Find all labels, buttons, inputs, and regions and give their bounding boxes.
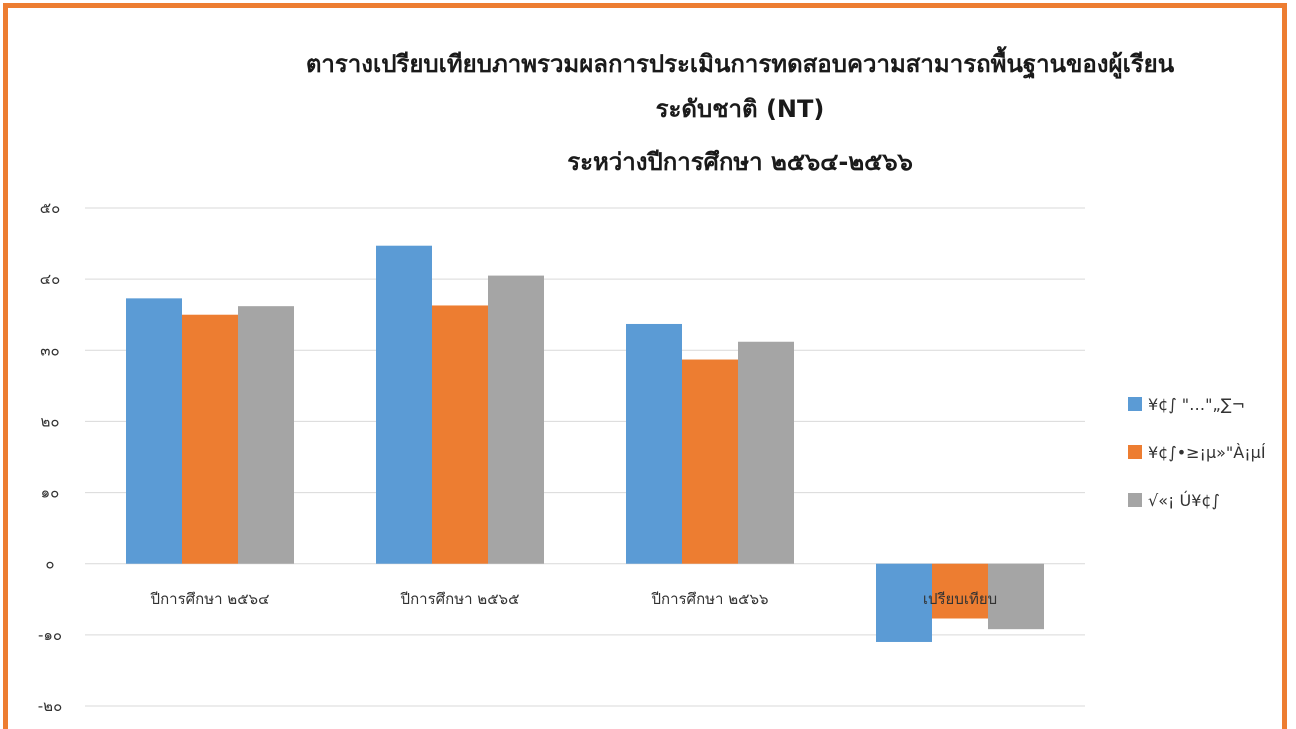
y-tick-label: ๐ bbox=[45, 555, 54, 573]
legend-label: √«¡ Ú¥¢∫ bbox=[1148, 491, 1220, 510]
bar bbox=[932, 563, 988, 619]
legend-swatch bbox=[1128, 397, 1142, 411]
y-tick-label: -๒๐ bbox=[38, 697, 62, 715]
x-category-label: ปีการศึกษา ๒๕๖๖ bbox=[651, 590, 769, 608]
y-tick-label: ๑๐ bbox=[41, 484, 60, 502]
legend-swatch bbox=[1128, 493, 1142, 507]
legend-swatch bbox=[1128, 445, 1142, 459]
legend-label: ¥¢∫•≥¡µ»"À¡µÍ bbox=[1148, 443, 1266, 462]
bar bbox=[432, 305, 488, 564]
y-tick-label: ๕๐ bbox=[40, 199, 61, 217]
bar bbox=[376, 245, 432, 564]
y-tick-label: -๑๐ bbox=[38, 626, 62, 644]
bar bbox=[488, 275, 544, 564]
bar bbox=[126, 298, 182, 564]
chart-title-line-2: ระดับชาติ (NT) bbox=[655, 95, 825, 123]
bar bbox=[626, 323, 682, 564]
x-category-label: เปรียบเทียบ bbox=[923, 590, 997, 608]
y-tick-label: ๒๐ bbox=[40, 412, 59, 430]
bar bbox=[988, 563, 1044, 630]
y-tick-label: ๔๐ bbox=[40, 270, 61, 288]
bar bbox=[682, 359, 738, 564]
bar bbox=[876, 563, 932, 642]
chart-title-line-3: ระหว่างปีการศึกษา ๒๕๖๔-๒๕๖๖ bbox=[567, 148, 913, 176]
y-tick-label: ๓๐ bbox=[40, 341, 59, 359]
legend-label: ¥¢∫ "…"„∑¬ bbox=[1148, 395, 1245, 414]
chart-title-line-1: ตารางเปรียบเทียบภาพรวมผลการประเมินการทดส… bbox=[305, 50, 1175, 78]
x-category-label: ปีการศึกษา ๒๕๖๔ bbox=[150, 590, 270, 608]
bar bbox=[738, 341, 794, 564]
bar bbox=[182, 314, 238, 564]
bar bbox=[238, 306, 294, 564]
x-category-label: ปีการศึกษา ๒๕๖๕ bbox=[400, 590, 520, 608]
